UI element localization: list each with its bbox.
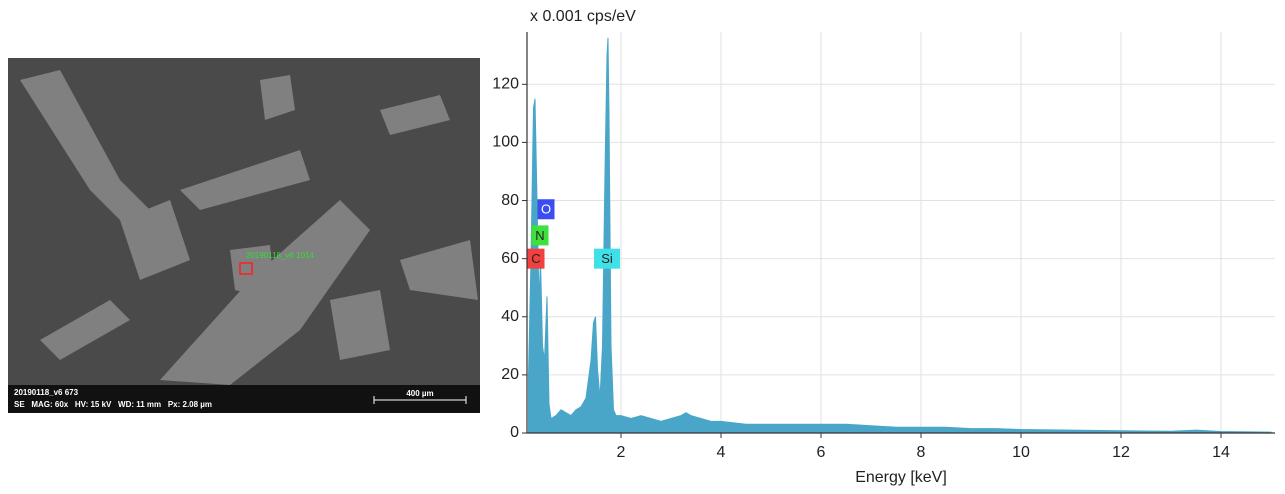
scale-bar <box>373 396 467 404</box>
peak-label-box <box>531 225 549 246</box>
peak-label-box <box>594 248 620 269</box>
x-tick-label: 12 <box>1112 444 1130 461</box>
peak-label-box <box>537 199 555 220</box>
peak-label-box <box>527 248 545 269</box>
caption-bar <box>8 385 480 413</box>
scale-bar-label: 400 µm <box>406 389 433 398</box>
x-tick-label: 2 <box>617 444 626 461</box>
x-tick-label: 14 <box>1212 444 1230 461</box>
caption-line: 20190118_v6 673 <box>14 388 79 397</box>
peak-label: C <box>531 251 540 266</box>
y-tick-label: 60 <box>501 250 519 267</box>
x-tick-label: 6 <box>817 444 826 461</box>
y-tick-label: 20 <box>501 366 519 383</box>
spectrum-area <box>528 37 1272 434</box>
sem-fibers <box>20 70 478 385</box>
selection-marker <box>239 262 253 275</box>
x-axis-label: Energy [keV] <box>855 469 947 486</box>
x-tick-label: 10 <box>1012 444 1030 461</box>
peak-label: Si <box>601 251 613 266</box>
caption-line: SE MAG: 60x HV: 15 kV WD: 11 mm Px: 2.08… <box>14 400 212 409</box>
y-tick-label: 40 <box>501 308 519 325</box>
marker-label: 20190118_v6 1014 <box>246 251 314 260</box>
y-axis-unit: x 0.001 cps/eV <box>530 8 636 25</box>
sem-micrograph: 20190118_v6 1014 20190118_v6 673 SE MAG:… <box>8 58 480 413</box>
y-tick-label: 0 <box>510 424 519 441</box>
peak-label: O <box>541 202 551 217</box>
y-tick-label: 120 <box>492 76 519 93</box>
y-tick-label: 80 <box>501 192 519 209</box>
x-tick-label: 4 <box>717 444 726 461</box>
x-tick-label: 8 <box>917 444 926 461</box>
axes <box>526 32 1275 434</box>
y-tick-label: 100 <box>492 134 519 151</box>
peak-label: N <box>535 228 544 243</box>
